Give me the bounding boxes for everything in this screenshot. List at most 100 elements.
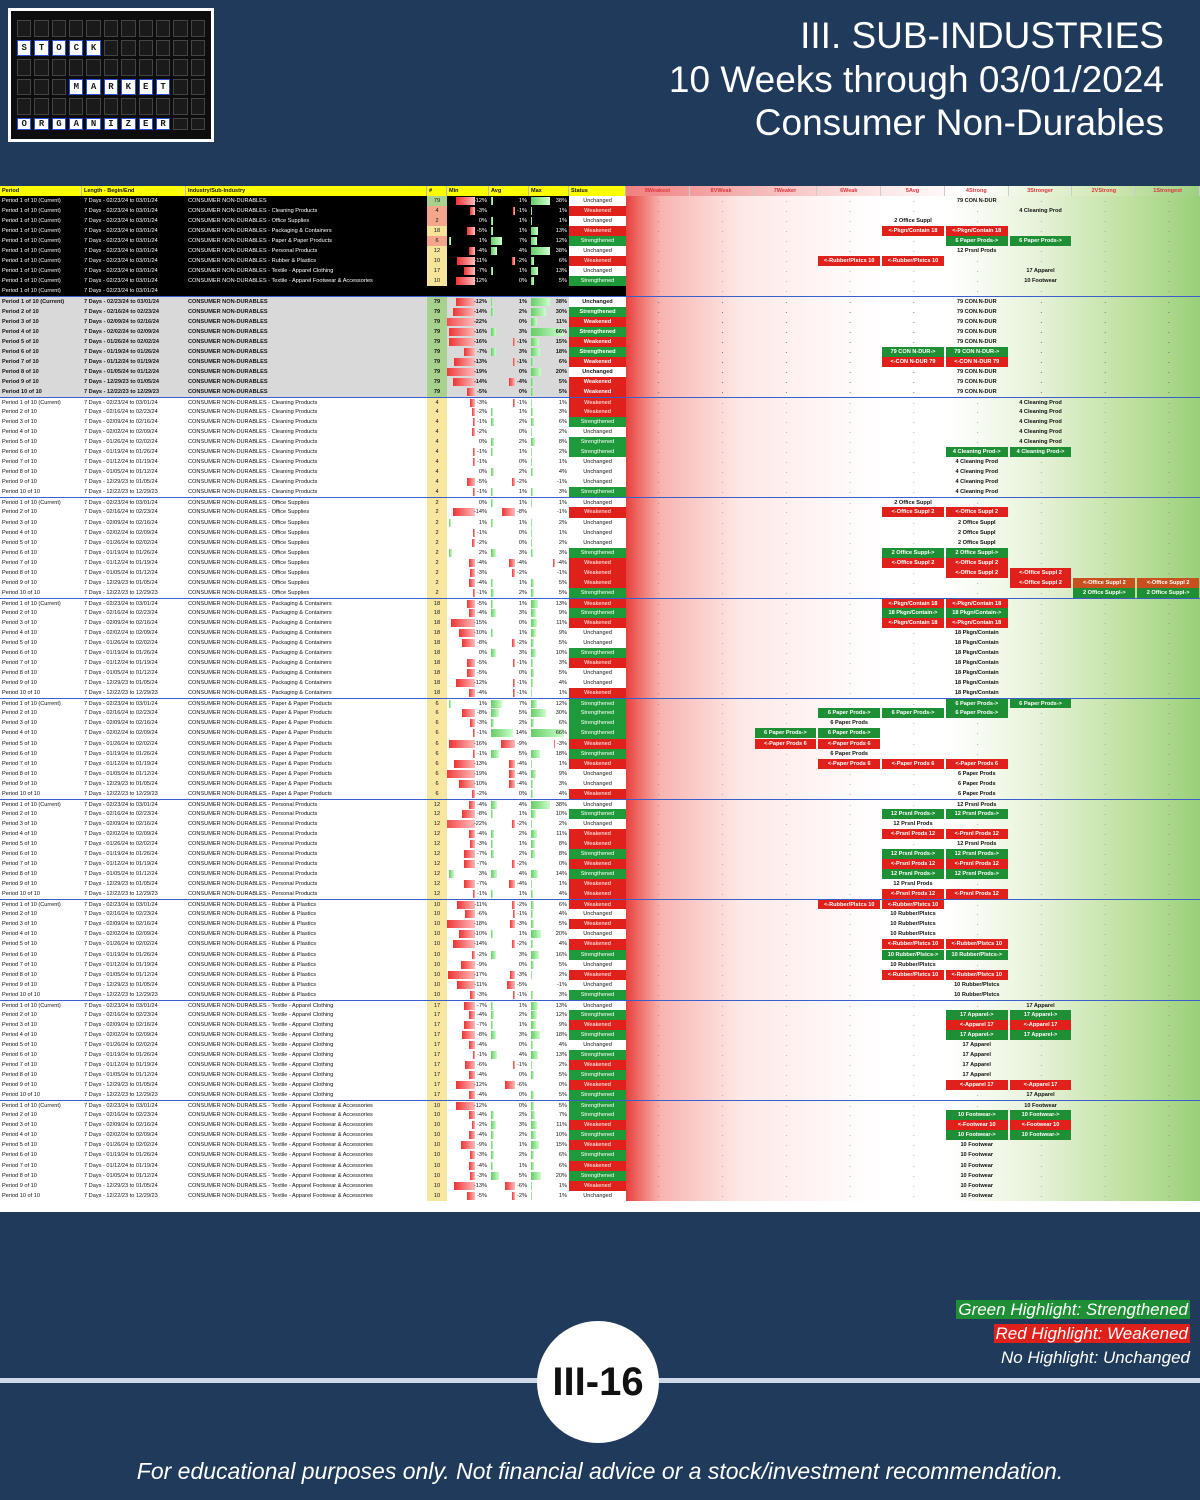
status-cell-text: Unchanged [583, 780, 612, 787]
grid-dot: . [1168, 479, 1170, 486]
grid-dot: . [913, 981, 915, 988]
period-cell-text: Period 9 of 10 [2, 1182, 37, 1189]
grid-dot: . [1168, 650, 1170, 657]
table-row: Period 7 of 10 7 Days - 01/12/24 to 01/19… [0, 1160, 1200, 1171]
strength-column-header[interactable]: 1Strongest [1136, 186, 1200, 196]
grid-dot: . [721, 338, 724, 345]
count-cell-text: 79 [433, 348, 441, 355]
status-cell-text: Weakened [584, 399, 611, 406]
column-header[interactable]: Max [529, 186, 569, 196]
industry-cell-text: CONSUMER NON-DURABLES - Cleaning Product… [188, 399, 318, 406]
grid-dot: . [1040, 991, 1043, 998]
count-cell-text: 10 [433, 981, 441, 988]
length-cell-text: 7 Days - 02/23/24 to 03/01/24 [84, 1002, 158, 1009]
strength-column-header[interactable]: 9Weakest [626, 186, 690, 196]
status-cell: Strengthened [569, 306, 626, 317]
strength-column-header[interactable]: 6Weak [817, 186, 882, 196]
strength-column-header[interactable]: 7Weaker [754, 186, 818, 196]
max-cell-text: 2% [558, 820, 567, 827]
grid-dot: . [1040, 680, 1043, 687]
column-header[interactable]: Status [569, 186, 626, 196]
length-cell-text: 7 Days - 12/22/23 to 12/29/23 [84, 388, 159, 395]
table-row: Period 2 of 10 7 Days - 02/16/24 to 02/23… [0, 1009, 1200, 1020]
value-bar [468, 1161, 475, 1170]
industry-cell: CONSUMER NON-DURABLES [186, 317, 427, 327]
grid-dot: . [1040, 358, 1043, 365]
max-cell: 38% [529, 800, 569, 809]
value-bar [531, 910, 533, 919]
avg-cell: 0% [489, 387, 529, 397]
length-cell: 7 Days - 01/26/24 to 02/02/24 [82, 337, 186, 347]
grid-dot: . [657, 600, 660, 607]
grid-dot: . [1104, 459, 1106, 466]
count-cell-text: 6 [435, 750, 439, 757]
count-cell: 10 [427, 1180, 447, 1191]
strength-column-header[interactable]: 2VStrong [1072, 186, 1137, 196]
length-cell: 7 Days - 01/26/24 to 02/02/24 [82, 939, 186, 949]
grid-dot: . [976, 1172, 979, 1179]
grid-dot: . [849, 790, 851, 797]
grid-dot: . [976, 1162, 979, 1169]
status-cell: Strengthened [569, 699, 626, 709]
min-cell: 0% [447, 216, 489, 226]
strength-grid: .........17 Apparel->17 Apparel-> [626, 1029, 1200, 1040]
column-header[interactable]: Min [447, 186, 489, 196]
grid-dot: . [976, 500, 979, 507]
strength-label: <-Office Suppl 2 [882, 507, 944, 518]
period-cell-text: Period 3 of 10 [2, 419, 37, 426]
length-cell: 7 Days - 02/02/24 to 02/09/24 [82, 1030, 186, 1040]
count-cell: 4 [427, 406, 447, 418]
grid-dot: . [721, 640, 724, 647]
table-row: Period 1 of 10 (Current) 7 Days - 02/23/2… [0, 999, 1200, 1010]
period-cell-text: Period 7 of 10 [2, 1062, 37, 1069]
column-header[interactable]: Avg [489, 186, 529, 196]
grid-dot: . [913, 388, 915, 395]
grid-dot: . [913, 1122, 915, 1129]
max-cell: 3% [529, 407, 569, 417]
min-cell-text: 1% [478, 238, 487, 245]
count-cell: 12 [427, 859, 447, 870]
max-cell: 3% [529, 548, 569, 558]
logo-cell [69, 20, 84, 37]
status-cell-text: Weakened [584, 841, 611, 847]
column-header[interactable]: Industry/Sub-Industry [186, 186, 427, 196]
status-cell-text: Strengthened [580, 589, 615, 596]
strength-grid: ......... 17 Apparel [626, 1049, 1200, 1061]
grid-dot: . [1104, 248, 1106, 255]
min-cell: -13% [447, 1181, 489, 1191]
avg-cell-text: -4% [517, 770, 527, 777]
grid-dot: . [1104, 449, 1106, 456]
grid-dot: . [849, 509, 851, 516]
grid-dot: . [721, 308, 724, 315]
grid-dot: . [1104, 479, 1106, 486]
value-bar [531, 1050, 538, 1059]
grid-dot: . [1168, 861, 1170, 868]
strength-column-header[interactable]: 3Stronger [1009, 186, 1073, 196]
length-cell: 7 Days - 02/02/24 to 02/09/24 [82, 528, 186, 538]
max-cell: 13% [529, 1050, 569, 1060]
avg-cell-text: 5% [518, 750, 527, 757]
value-bar [491, 1010, 495, 1019]
strength-column-header[interactable]: 8VWeak [690, 186, 754, 196]
strength-column-header[interactable]: 5Avg [881, 186, 945, 196]
column-header[interactable]: Period [0, 186, 82, 196]
strength-column-header[interactable]: 4Strong [945, 186, 1009, 196]
length-cell-text: 7 Days - 01/19/24 to 01/26/24 [84, 650, 158, 657]
period-cell-text: Period 10 of 10 [2, 891, 40, 898]
grid-dot: . [1168, 378, 1170, 385]
column-header[interactable]: # [427, 186, 447, 196]
table-row: Period 4 of 10 7 Days - 02/02/24 to 02/09… [0, 527, 1200, 538]
period-cell-text: Period 1 of 10 (Current) [2, 299, 65, 306]
length-cell-text: 7 Days - 02/16/24 to 02/23/24 [84, 408, 158, 415]
count-cell: 17 [427, 1080, 447, 1091]
min-cell-text: -1% [477, 891, 487, 898]
grid-dot: . [913, 670, 915, 677]
avg-cell-text: 7% [518, 701, 527, 708]
avg-cell: 1% [489, 487, 529, 497]
value-bar [473, 488, 475, 497]
column-header[interactable]: Length - Begin/End [82, 186, 186, 196]
industry-cell: CONSUMER NON-DURABLES - Textile - Appare… [186, 1181, 427, 1191]
grid-dot: . [1104, 951, 1106, 958]
length-cell: 7 Days - 12/22/23 to 12/29/23 [82, 688, 186, 698]
period-cell-text: Period 3 of 10 [2, 820, 37, 827]
